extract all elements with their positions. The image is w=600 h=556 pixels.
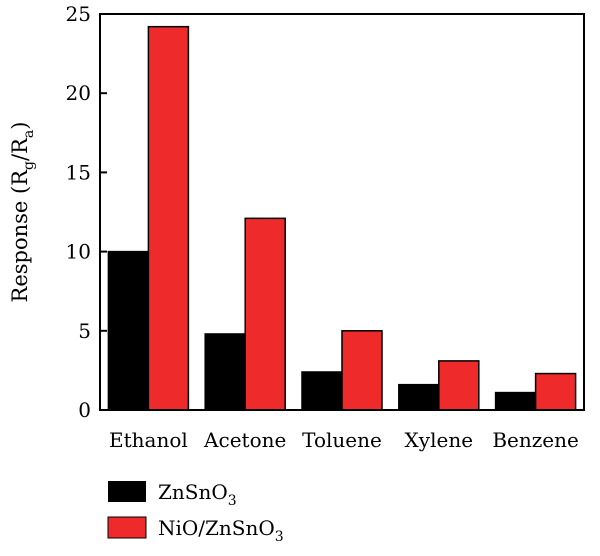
bar-toluene-zinc-stannate xyxy=(301,371,343,411)
bar-acetone-zinc-stannate xyxy=(204,333,246,411)
y-tick-label-10: 10 xyxy=(66,240,91,264)
y-axis-label: Response (Rg/Ra) xyxy=(8,122,37,303)
legend-swatch-zinc-stannate xyxy=(108,481,146,502)
legend-swatch-nio-zinc-stannate xyxy=(107,516,147,539)
y-tick-label-15: 15 xyxy=(66,160,91,184)
y-tick-label-0: 0 xyxy=(78,398,91,422)
plot-frame xyxy=(99,13,585,411)
legend: ZnSnO3 NiO/ZnSnO3 xyxy=(107,480,284,545)
bar-xylene-nio-zinc-stannate xyxy=(438,360,480,411)
legend-label-zinc-stannate: ZnSnO3 xyxy=(158,480,237,509)
x-category-label-benzene: Benzene xyxy=(492,428,579,452)
y-axis-ticks: 0 5 10 15 20 25 xyxy=(66,2,107,422)
x-category-label-xylene: Xylene xyxy=(405,428,474,452)
legend-item-nio-zinc-stannate: NiO/ZnSnO3 xyxy=(107,516,284,545)
bar-ethanol-zinc-stannate xyxy=(107,250,150,411)
bars-group xyxy=(107,25,577,411)
legend-item-zinc-stannate: ZnSnO3 xyxy=(108,480,237,509)
x-category-label-ethanol: Ethanol xyxy=(109,428,188,452)
bar-xylene-zinc-stannate xyxy=(398,383,440,411)
bar-benzene-nio-zinc-stannate xyxy=(534,372,577,411)
x-axis-category-labels: Ethanol Acetone Toluene Xylene Benzene xyxy=(109,428,579,452)
y-tick-label-25: 25 xyxy=(66,2,91,26)
bar-ethanol-nio-zinc-stannate xyxy=(147,25,190,411)
bar-toluene-nio-zinc-stannate xyxy=(341,330,383,411)
x-category-label-toluene: Toluene xyxy=(302,428,382,452)
legend-label-nio-zinc-stannate: NiO/ZnSnO3 xyxy=(158,516,284,545)
bar-acetone-nio-zinc-stannate xyxy=(244,217,286,411)
y-tick-label-20: 20 xyxy=(66,81,91,105)
x-category-label-acetone: Acetone xyxy=(203,428,286,452)
bar-benzene-zinc-stannate xyxy=(494,391,537,411)
y-tick-label-5: 5 xyxy=(78,319,91,343)
